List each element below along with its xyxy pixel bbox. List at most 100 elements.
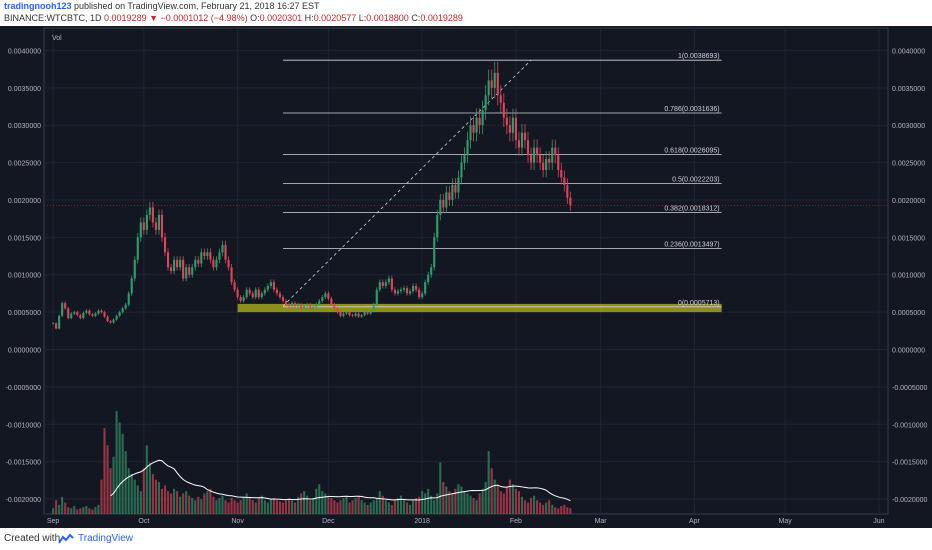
candle-body <box>166 252 170 268</box>
volume-bar <box>399 495 403 514</box>
candle-body <box>496 72 499 96</box>
volume-bar <box>151 473 154 514</box>
volume-bar <box>339 500 342 514</box>
candle-body <box>336 308 339 313</box>
volume-bar <box>251 500 254 514</box>
y-tick-label-right: 0.0030000 <box>892 123 925 130</box>
candle-body <box>505 117 508 126</box>
volume-bar <box>297 496 300 514</box>
candle-body <box>169 267 173 271</box>
volume-bar <box>520 496 524 514</box>
candle-body <box>173 259 176 271</box>
candle-body <box>439 199 442 215</box>
volume-bar <box>436 493 439 514</box>
volume-bar <box>203 493 206 514</box>
candle-body <box>260 293 263 298</box>
tradingview-brand-link[interactable]: TradingView <box>78 533 134 544</box>
volume-bar <box>154 479 157 514</box>
y-tick-label-left: 0.0025000 <box>8 161 41 168</box>
volume-bar <box>254 502 257 514</box>
candle-body <box>85 310 88 313</box>
volume-bar <box>179 496 182 514</box>
candle-body <box>430 267 433 275</box>
indicator-label: Vol <box>52 35 62 42</box>
volume-bar <box>378 491 381 514</box>
volume-bar <box>354 497 357 514</box>
open-value: 0.0020301 <box>259 13 303 23</box>
volume-bar <box>88 508 91 514</box>
volume-bar <box>287 497 291 514</box>
candle-body <box>263 289 266 294</box>
y-tick-label-right: 0.0000000 <box>892 348 925 355</box>
y-tick-label-left: 0.0000000 <box>8 348 41 355</box>
volume-bar <box>526 502 530 514</box>
candle-body <box>64 303 67 309</box>
candle-body <box>194 259 197 268</box>
candle-body <box>324 293 327 298</box>
volume-bar <box>454 488 457 514</box>
volume-bar <box>284 500 288 514</box>
candle-body <box>242 297 245 301</box>
candle-body <box>418 289 421 298</box>
candle-body <box>366 312 369 314</box>
y-tick-label-left: 0.0005000 <box>8 310 41 317</box>
candle-body <box>511 117 514 133</box>
y-tick-label-right: 0.0040000 <box>892 48 925 55</box>
candle-body <box>351 315 354 316</box>
x-tick-label: 2018 <box>414 518 430 525</box>
volume-ma-line <box>110 459 571 502</box>
volume-bar <box>369 502 372 514</box>
candle-body <box>251 293 254 298</box>
candle-body <box>502 102 505 118</box>
low-value: 0.0018800 <box>366 13 409 23</box>
volume-bar <box>269 499 272 514</box>
candle-body <box>148 207 151 215</box>
candle-body <box>127 293 130 305</box>
volume-bar <box>239 500 242 514</box>
volume-bar <box>257 497 260 514</box>
volume-bar <box>545 502 548 514</box>
volume-bar <box>103 428 106 514</box>
volume-bar <box>405 502 409 514</box>
candle-body <box>484 95 487 111</box>
candle-body <box>533 147 536 163</box>
volume-bar <box>390 504 393 514</box>
volume-bar <box>517 491 520 514</box>
volume-bar <box>278 501 282 514</box>
volume-bar <box>194 500 197 514</box>
y-tick-label-right: 0.0015000 <box>892 235 925 242</box>
candle-body <box>566 185 569 198</box>
candle-body <box>130 278 133 294</box>
candle-body <box>124 304 127 309</box>
volume-bar <box>191 497 194 514</box>
candle-body <box>457 177 460 193</box>
plot-area <box>43 27 889 515</box>
volume-bar <box>130 473 133 514</box>
candle-body <box>321 297 324 301</box>
candle-body <box>176 259 179 268</box>
volume-bar <box>242 496 245 514</box>
volume-bar <box>209 488 212 514</box>
x-tick-label: Sep <box>47 518 60 525</box>
candle-body <box>463 155 466 163</box>
candle-body <box>197 259 200 264</box>
volume-bar <box>415 497 418 514</box>
fib-level-label: 1(0.0038693) <box>678 53 720 60</box>
y-tick-label-right: 0.0020000 <box>892 198 925 205</box>
volume-bar <box>548 500 551 514</box>
candle-body <box>61 303 64 316</box>
y-tick-label-right: 0.0025000 <box>892 161 925 168</box>
volume-bar <box>309 500 312 514</box>
y-tick-label-left: 0.0030000 <box>8 123 41 130</box>
volume-bar <box>496 485 499 514</box>
volume-bar <box>233 500 236 514</box>
candle-body <box>384 282 387 286</box>
volume-bar <box>121 433 124 514</box>
candle-body <box>402 288 406 290</box>
volume-bar <box>375 497 378 514</box>
volume-bar <box>221 495 224 514</box>
candle-body <box>70 313 73 319</box>
price-chart[interactable]: 0.0040000 0.0040000 0.0035000 0.0035000 0.00… <box>0 26 932 528</box>
volume-bar <box>357 495 360 514</box>
author-link[interactable]: tradingnooh123 <box>4 1 72 11</box>
